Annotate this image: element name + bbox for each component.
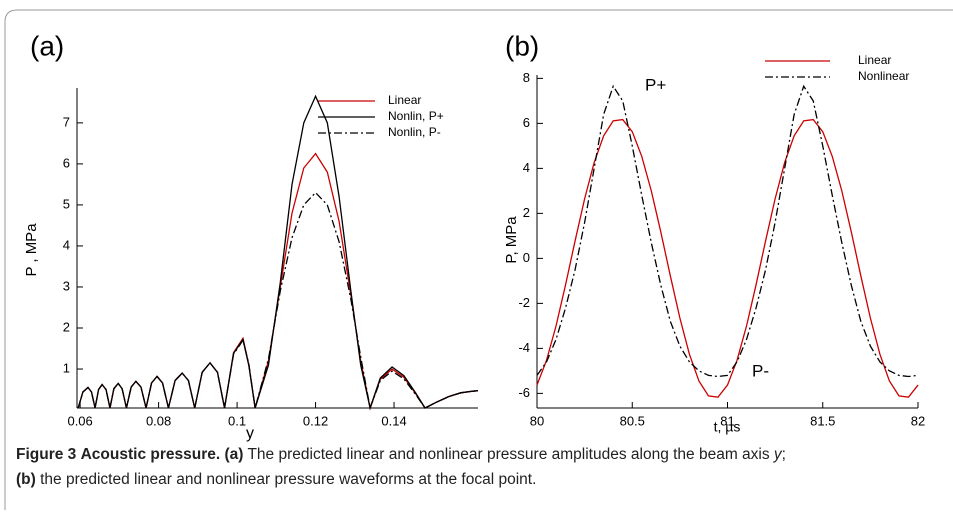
- data-line: [536, 84, 919, 378]
- x-axis-label: t, µs: [714, 419, 741, 435]
- data-line: [77, 152, 479, 411]
- y-tick-label: 8: [523, 70, 530, 85]
- annotation: P-: [752, 361, 769, 380]
- y-tick-label: -6: [518, 385, 530, 400]
- caption-title: Acoustic pressure.: [80, 446, 221, 463]
- data-line: [77, 94, 479, 411]
- y-tick-label: -2: [518, 295, 530, 310]
- y-tick-label: -4: [518, 340, 530, 355]
- legend-label: Nonlin, P-: [388, 125, 441, 139]
- x-tick-label: 0.12: [303, 413, 328, 428]
- y-tick-label: 4: [523, 160, 530, 175]
- caption-part: the predicted linear and nonlinear press…: [35, 471, 537, 488]
- y-tick-label: 1: [63, 360, 70, 375]
- panel-label: (a): [30, 30, 64, 61]
- x-tick-label: 81.5: [810, 413, 835, 428]
- y-tick-label: 0: [523, 250, 530, 265]
- annotation: P+: [645, 75, 666, 94]
- panel-label: (b): [505, 30, 539, 61]
- caption: Figure 3 Acoustic pressure. (a) The pred…: [16, 442, 806, 492]
- caption-part: (a): [224, 446, 244, 463]
- caption-part: y: [773, 446, 782, 463]
- x-tick-label: 0.14: [381, 413, 406, 428]
- y-tick-label: 6: [63, 155, 70, 170]
- x-tick-label: 0.06: [67, 413, 92, 428]
- y-tick-label: 3: [63, 278, 70, 293]
- data-line: [77, 191, 479, 411]
- x-tick-label: 80: [530, 413, 544, 428]
- legend-label: Linear: [858, 53, 891, 67]
- y-axis-label: P, MPa: [503, 216, 520, 264]
- legend-label: Linear: [388, 93, 421, 107]
- legend-label: Nonlin, P+: [388, 109, 444, 123]
- legend-label: Nonlinear: [858, 69, 909, 83]
- caption-part: ;: [781, 446, 786, 463]
- x-tick-label: 0.1: [228, 413, 246, 428]
- y-axis-label: P , MPa: [23, 223, 40, 277]
- x-tick-label: 0.08: [146, 413, 171, 428]
- caption-label: Figure 3: [16, 446, 77, 463]
- y-tick-label: 7: [63, 114, 70, 129]
- y-tick-label: 4: [63, 237, 70, 252]
- data-line: [536, 118, 919, 398]
- y-tick-label: 6: [523, 115, 530, 130]
- frame: [4, 9, 953, 510]
- x-tick-label: 82: [911, 413, 925, 428]
- x-tick-label: 80.5: [620, 413, 645, 428]
- y-tick-label: 5: [63, 196, 70, 211]
- y-tick-label: 2: [523, 205, 530, 220]
- x-tick-label: 81: [720, 413, 734, 428]
- caption-part: (b): [16, 471, 36, 488]
- x-axis-label: y: [246, 425, 254, 442]
- caption-part: The predicted linear and nonlinear press…: [243, 446, 774, 463]
- y-tick-label: 2: [63, 319, 70, 334]
